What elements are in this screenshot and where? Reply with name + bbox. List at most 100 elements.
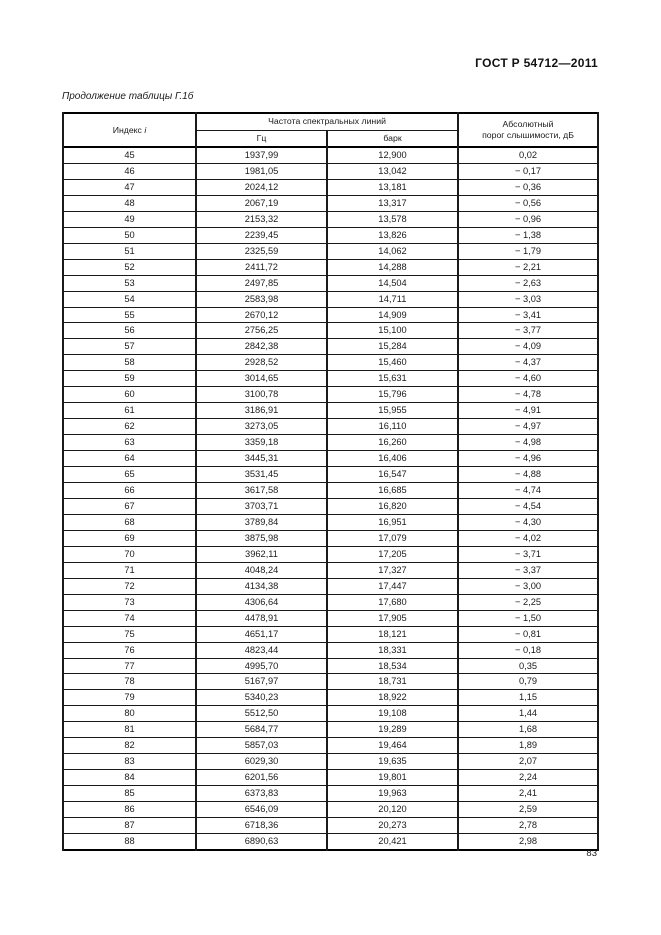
- index-label: Индекс: [112, 124, 142, 135]
- table-row: 66 3617,58 16,685− 4,74: [62, 482, 600, 499]
- hz-cell: 6890,63: [195, 832, 328, 851]
- table-row: 88 6890,63 20,421 2,98: [62, 832, 600, 851]
- table-row: 71 4048,24 17,327− 3,37: [62, 561, 600, 579]
- threshold-cell: − 1,50: [457, 609, 600, 627]
- hz-cell: 2842,38: [195, 338, 328, 356]
- bark-cell: 19,635: [325, 753, 460, 771]
- threshold-cell: 2,78: [457, 817, 600, 834]
- hz-cell: 4478,91: [195, 609, 328, 627]
- hz-cell: 3100,78: [195, 386, 328, 404]
- threshold-cell: − 3,41: [457, 306, 600, 324]
- bark-cell: 20,273: [325, 817, 460, 834]
- threshold-cell: − 0,56: [457, 194, 600, 212]
- index-cell: 64: [62, 450, 197, 468]
- table-row: 57 2842,38 15,284− 4,09: [62, 338, 600, 356]
- index-cell: 72: [62, 577, 197, 595]
- bark-cell: 14,504: [325, 274, 460, 292]
- threshold-cell: − 2,63: [457, 274, 600, 292]
- index-cell: 88: [62, 832, 197, 851]
- hz-cell: 3703,71: [195, 497, 328, 515]
- bark-cell: 17,079: [325, 529, 460, 547]
- table-row: 64 3445,31 16,406− 4,96: [62, 450, 600, 468]
- hz-cell: 6029,30: [195, 753, 328, 771]
- table-row: 85 6373,83 19,963 2,41: [62, 785, 600, 803]
- index-cell: 71: [62, 561, 197, 579]
- table-row: 67 3703,71 16,820− 4,54: [62, 497, 600, 515]
- table-row: 68 3789,84 16,951− 4,30: [62, 513, 600, 531]
- threshold-cell: − 4,96: [457, 450, 600, 468]
- table-body: 45 1937,99 12,900 0,02 46 1981,05 13,042− 0,17…: [62, 146, 600, 851]
- bark-cell: 19,963: [325, 785, 460, 803]
- table-row: 73 4306,64 17,680− 2,25: [62, 593, 600, 611]
- table-row: 59 3014,65 15,631− 4,60: [62, 370, 600, 388]
- hz-cell: 4134,38: [195, 577, 328, 595]
- bark-cell: 14,062: [325, 242, 460, 260]
- hz-cell: 2325,59: [195, 242, 328, 260]
- bark-cell: 17,205: [325, 545, 460, 563]
- page-number: 83: [586, 848, 597, 859]
- bark-cell: 17,327: [325, 561, 460, 579]
- threshold-cell: 2,07: [457, 753, 600, 771]
- bark-cell: 20,120: [325, 801, 460, 819]
- threshold-cell: − 4,30: [457, 513, 600, 531]
- threshold-cell: − 1,79: [457, 242, 600, 260]
- table-row: 51 2325,59 14,062− 1,79: [62, 242, 600, 260]
- bark-cell: 13,578: [325, 210, 460, 228]
- threshold-cell: − 0,81: [457, 625, 600, 643]
- threshold-cell: − 4,91: [457, 402, 600, 420]
- threshold-cell: − 4,78: [457, 386, 600, 404]
- threshold-cell: − 4,97: [457, 418, 600, 436]
- bark-cell: 20,421: [325, 832, 460, 851]
- index-cell: 45: [62, 146, 197, 164]
- table-row: 76 4823,44 18,331− 0,18: [62, 641, 600, 659]
- index-cell: 57: [62, 338, 197, 356]
- hz-cell: 5684,77: [195, 721, 328, 739]
- table-row: 53 2497,85 14,504− 2,63: [62, 274, 600, 292]
- hz-cell: 3789,84: [195, 513, 328, 531]
- bark-cell: 15,460: [325, 354, 460, 372]
- bark-cell: 14,711: [325, 290, 460, 308]
- hz-cell: 5512,50: [195, 705, 328, 723]
- hz-cell: 5167,97: [195, 673, 328, 691]
- bark-cell: 18,731: [325, 673, 460, 691]
- col-header-hz: Гц: [195, 129, 328, 148]
- hz-cell: 3445,31: [195, 450, 328, 468]
- bark-cell: 17,905: [325, 609, 460, 627]
- table-row: 65 3531,45 16,547− 4,88: [62, 466, 600, 484]
- table-row: 58 2928,52 15,460− 4,37: [62, 354, 600, 372]
- bark-cell: 18,121: [325, 625, 460, 643]
- bark-cell: 19,289: [325, 721, 460, 739]
- table-row: 74 4478,91 17,905− 1,50: [62, 609, 600, 627]
- index-cell: 46: [62, 162, 197, 180]
- index-cell: 73: [62, 593, 197, 611]
- bark-cell: 16,110: [325, 418, 460, 436]
- hz-cell: 1981,05: [195, 162, 328, 180]
- bark-cell: 15,955: [325, 402, 460, 420]
- bark-cell: 19,801: [325, 769, 460, 787]
- index-cell: 61: [62, 402, 197, 420]
- threshold-cell: − 4,74: [457, 482, 600, 499]
- hz-cell: 2756,25: [195, 322, 328, 340]
- index-cell: 86: [62, 801, 197, 819]
- threshold-cell: 0,35: [457, 657, 600, 675]
- table-row: 46 1981,05 13,042− 0,17: [62, 162, 600, 180]
- bark-cell: 19,464: [325, 737, 460, 755]
- index-cell: 60: [62, 386, 197, 404]
- index-cell: 56: [62, 322, 197, 340]
- hz-cell: 2497,85: [195, 274, 328, 292]
- bark-cell: 16,820: [325, 497, 460, 515]
- index-cell: 55: [62, 306, 197, 324]
- hz-cell: 3186,91: [195, 402, 328, 420]
- threshold-cell: − 4,88: [457, 466, 600, 484]
- threshold-cell: − 0,36: [457, 178, 600, 196]
- bark-cell: 14,909: [325, 306, 460, 324]
- col-header-threshold: Абсолютный порог слышимости, дБ: [457, 112, 600, 148]
- index-cell: 58: [62, 354, 197, 372]
- index-cell: 65: [62, 466, 197, 484]
- index-cell: 59: [62, 370, 197, 388]
- hz-cell: 6546,09: [195, 801, 328, 819]
- bark-cell: 16,685: [325, 482, 460, 499]
- bark-cell: 17,447: [325, 577, 460, 595]
- index-cell: 83: [62, 753, 197, 771]
- index-cell: 80: [62, 705, 197, 723]
